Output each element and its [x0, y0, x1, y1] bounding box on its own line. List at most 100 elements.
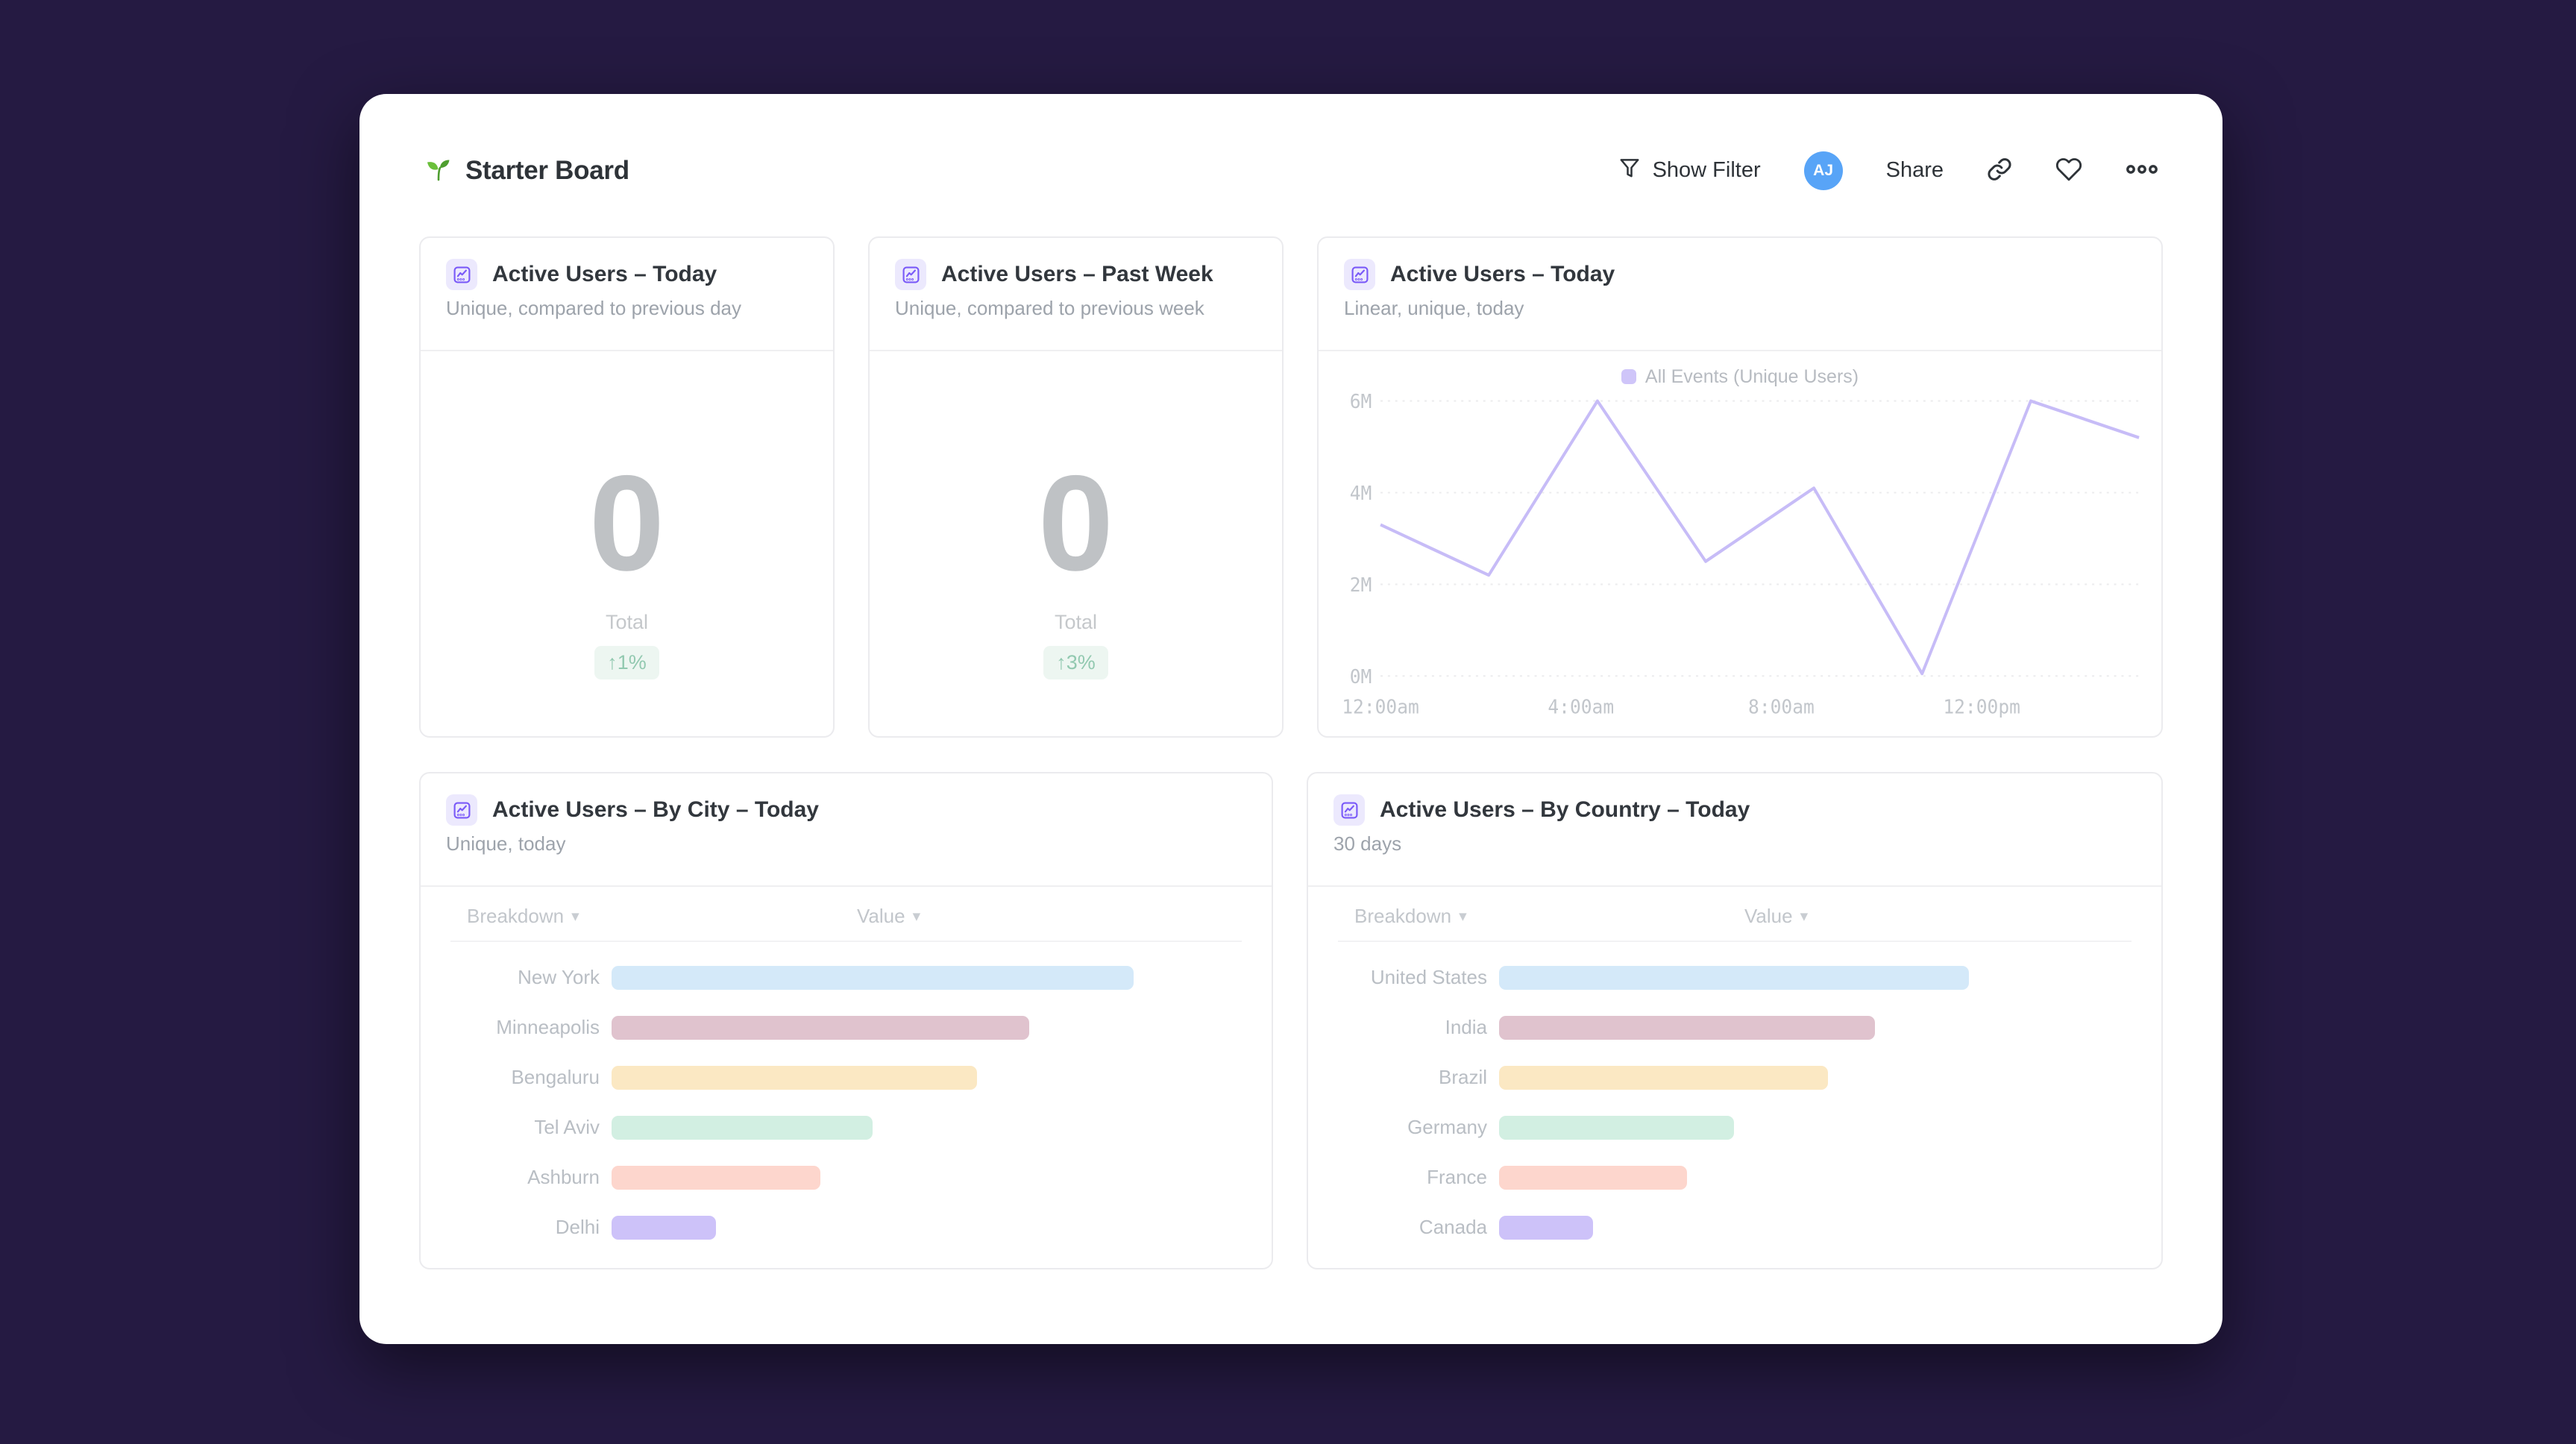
card-title[interactable]: Active Users – By Country – Today [1380, 797, 1750, 822]
breakdown-row-label: Ashburn [527, 1166, 600, 1188]
bar[interactable] [1499, 965, 1969, 990]
line-chart-icon [1344, 259, 1375, 290]
breakdown-row: France [1338, 1152, 2132, 1202]
breakdown-row-label: France [1427, 1166, 1487, 1188]
card-by-country: Active Users – By Country – Today 30 day… [1307, 772, 2163, 1269]
page-title: Starter Board [465, 155, 629, 185]
breakdown-row: New York [450, 952, 1242, 1002]
bar-track [612, 1115, 1134, 1140]
bar[interactable] [612, 1165, 820, 1190]
bar-track [612, 1015, 1134, 1040]
breakdown-row: Delhi [450, 1202, 1242, 1252]
card-active-users-line-chart: Active Users – Today Linear, unique, tod… [1317, 236, 2163, 738]
bar[interactable] [1499, 1115, 1734, 1140]
breakdown-row-label: Germany [1407, 1116, 1487, 1138]
show-filter-button[interactable]: Show Filter [1618, 157, 1761, 185]
ellipsis-icon [2126, 163, 2158, 178]
bar-track [1499, 1065, 1969, 1090]
bar[interactable] [612, 1065, 977, 1090]
avatar[interactable]: AJ [1803, 151, 1843, 190]
legend-item[interactable]: All Events (Unique Users) [1338, 363, 2142, 390]
bar-track [612, 1065, 1134, 1090]
card-title[interactable]: Active Users – By City – Today [492, 797, 819, 822]
value-column-dropdown[interactable]: Value ▾ [1744, 905, 1809, 927]
line-chart-icon [446, 259, 477, 290]
card-subtitle: Unique, compared to previous week [895, 297, 1204, 319]
topbar: Starter Board Show Filter AJ Share [359, 94, 2222, 236]
svg-text:8:00am: 8:00am [1748, 695, 1815, 718]
share-button[interactable]: Share [1885, 158, 1944, 182]
topbar-actions: Show Filter AJ Share [1618, 151, 2158, 190]
link-icon [1987, 157, 2012, 184]
row-2: Active Users – By City – Today Unique, t… [419, 772, 2163, 1269]
bar-track [1499, 1115, 1969, 1140]
delta-badge: ↑1% [594, 645, 659, 679]
bar-track [612, 1165, 1134, 1190]
svg-text:4M: 4M [1350, 481, 1372, 504]
breakdown-row: Canada [1338, 1202, 2132, 1252]
svg-text:0M: 0M [1350, 665, 1372, 688]
row-1: Active Users – Today Unique, compared to… [419, 236, 2163, 738]
breakdown-row-label: Delhi [555, 1216, 600, 1238]
favorite-button[interactable] [2055, 156, 2082, 185]
bar-track [1499, 1215, 1969, 1240]
breakdown-column-dropdown[interactable]: Breakdown ▾ [1354, 905, 1467, 927]
bar-track [1499, 1015, 1969, 1040]
bar[interactable] [612, 1015, 1029, 1040]
breakdown-row-label: Tel Aviv [534, 1116, 600, 1138]
value-column-dropdown[interactable]: Value ▾ [857, 905, 921, 927]
card-title[interactable]: Active Users – Today [492, 262, 717, 286]
breakdown-row: Germany [1338, 1102, 2132, 1152]
breakdown-row-label: New York [518, 966, 600, 988]
bar[interactable] [612, 1215, 716, 1240]
bar-track [1499, 1165, 1969, 1190]
metric-value: 0 [1037, 447, 1114, 599]
bar-track [612, 1215, 1134, 1240]
breakdown-row: India [1338, 1002, 2132, 1052]
line-chart-svg[interactable]: 6M 4M 2M 0M 12:00am 4:00am 8:00am 12:00pm [1338, 392, 2142, 720]
bar-track [612, 965, 1134, 990]
card-subtitle: 30 days [1333, 832, 1402, 855]
breakdown-column-dropdown[interactable]: Breakdown ▾ [467, 905, 579, 927]
svg-text:6M: 6M [1350, 392, 1372, 412]
card-active-users-today: Active Users – Today Unique, compared to… [419, 236, 835, 738]
line-chart-icon [1333, 794, 1365, 826]
more-options-button[interactable] [2126, 163, 2158, 178]
svg-text:12:00pm: 12:00pm [1943, 695, 2020, 718]
card-title[interactable]: Active Users – Past Week [941, 262, 1213, 286]
bar[interactable] [1499, 1165, 1687, 1190]
board-title-group: Starter Board [425, 155, 629, 186]
metric-label: Total [605, 610, 649, 633]
card-subtitle: Unique, compared to previous day [446, 297, 742, 319]
svg-text:4:00am: 4:00am [1548, 695, 1614, 718]
bar[interactable] [612, 1115, 873, 1140]
bar[interactable] [1499, 1215, 1593, 1240]
card-subtitle: Unique, today [446, 832, 566, 855]
copy-link-button[interactable] [1987, 157, 2012, 184]
breakdown-row-label: Minneapolis [496, 1016, 600, 1038]
by-city-rows: New York Minneapolis Bengaluru Tel Aviv Ashb… [450, 942, 1242, 1252]
breakdown-row: Bengaluru [450, 1052, 1242, 1102]
svg-text:12:00am: 12:00am [1342, 695, 1419, 718]
breakdown-row: Minneapolis [450, 1002, 1242, 1052]
chevron-down-icon: ▾ [1800, 908, 1809, 925]
filter-funnel-icon [1618, 157, 1641, 185]
bar[interactable] [612, 965, 1134, 990]
card-active-users-past-week: Active Users – Past Week Unique, compare… [868, 236, 1284, 738]
bar[interactable] [1499, 1015, 1875, 1040]
line-chart-icon [446, 794, 477, 826]
heart-icon [2055, 156, 2082, 185]
card-subtitle: Linear, unique, today [1344, 297, 1524, 319]
svg-text:2M: 2M [1350, 573, 1372, 596]
breakdown-row: United States [1338, 952, 2132, 1002]
chevron-down-icon: ▾ [912, 908, 921, 925]
breakdown-row-label: Brazil [1438, 1066, 1487, 1088]
by-country-rows: United States India Brazil Germany France Can… [1338, 942, 2132, 1252]
chevron-down-icon: ▾ [571, 908, 579, 925]
breakdown-row: Tel Aviv [450, 1102, 1242, 1152]
breakdown-row-label: United States [1370, 966, 1487, 988]
card-title[interactable]: Active Users – Today [1390, 262, 1615, 286]
bar[interactable] [1499, 1065, 1828, 1090]
breakdown-row-label: Canada [1419, 1216, 1487, 1238]
